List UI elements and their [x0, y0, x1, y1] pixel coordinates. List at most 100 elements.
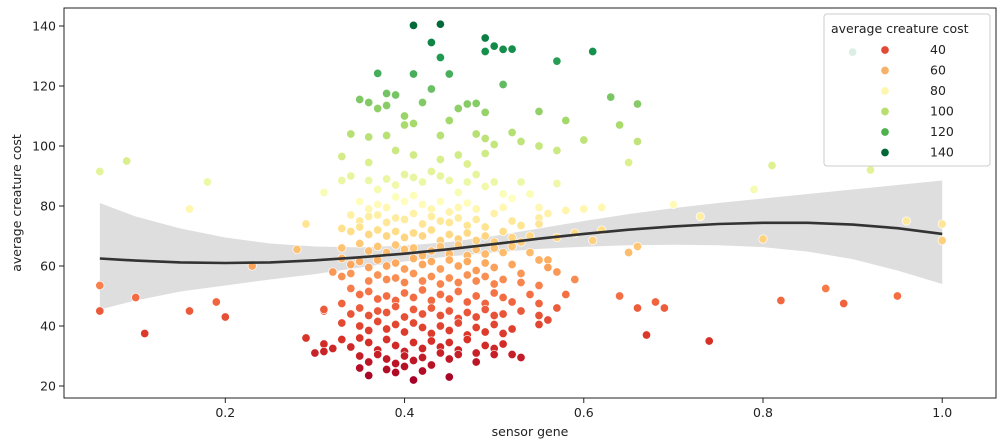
data-point	[435, 310, 445, 321]
data-point	[632, 99, 643, 109]
data-point	[525, 189, 535, 199]
data-point	[444, 255, 454, 265]
data-point	[444, 372, 454, 382]
data-point	[498, 309, 508, 319]
data-point	[408, 208, 419, 219]
legend-box	[823, 13, 991, 167]
data-point	[426, 295, 436, 306]
data-point	[364, 204, 374, 214]
data-point	[471, 312, 481, 322]
data-point	[480, 107, 490, 117]
data-point	[471, 357, 481, 367]
data-point	[426, 328, 436, 339]
data-point	[391, 213, 401, 223]
data-point	[337, 175, 347, 186]
data-point	[471, 348, 481, 358]
data-point	[301, 333, 311, 343]
data-point	[516, 352, 526, 363]
data-point	[328, 267, 338, 277]
data-point	[462, 177, 472, 187]
x-axis-label: sensor gene	[492, 424, 569, 439]
data-point	[399, 351, 410, 361]
data-point	[498, 274, 508, 285]
data-point	[525, 247, 535, 258]
y-tick-label: 40	[40, 319, 56, 334]
data-point	[417, 97, 428, 108]
data-point	[426, 84, 436, 94]
data-point	[480, 258, 490, 268]
data-point	[534, 319, 544, 330]
data-point	[391, 367, 401, 378]
data-point	[444, 229, 454, 240]
data-point	[435, 171, 445, 181]
data-point	[382, 354, 392, 364]
data-point	[462, 198, 472, 208]
data-point	[408, 253, 419, 264]
data-point	[588, 46, 598, 57]
data-point	[382, 231, 392, 241]
data-point	[480, 33, 490, 43]
data-point	[498, 226, 508, 237]
data-point	[561, 205, 571, 216]
legend-marker	[880, 86, 890, 96]
data-point	[444, 325, 454, 336]
data-point	[534, 255, 544, 265]
data-point	[471, 291, 481, 301]
data-point	[435, 154, 445, 165]
data-point	[408, 172, 419, 183]
data-point	[364, 262, 374, 273]
legend-marker	[880, 106, 890, 117]
data-point	[444, 69, 454, 79]
data-point	[426, 211, 436, 222]
x-tick-label: 0.8	[753, 405, 773, 420]
data-point	[337, 298, 347, 309]
data-point	[426, 166, 436, 177]
data-point	[453, 261, 463, 271]
data-point	[489, 279, 499, 289]
data-point	[417, 231, 428, 241]
data-point	[95, 280, 105, 291]
data-point	[382, 130, 392, 141]
data-point	[516, 306, 526, 316]
data-point	[659, 303, 669, 313]
data-point	[498, 44, 508, 54]
data-point	[408, 228, 419, 238]
data-point	[373, 225, 383, 235]
data-point	[435, 289, 445, 300]
data-point	[373, 184, 383, 195]
data-point	[382, 261, 392, 271]
data-point	[901, 216, 911, 226]
data-point	[471, 129, 481, 139]
plot-frame	[63, 7, 997, 399]
data-point	[435, 19, 445, 29]
data-point	[355, 196, 365, 207]
data-point	[382, 174, 392, 184]
data-point	[140, 328, 150, 339]
data-point	[579, 135, 589, 145]
data-point	[480, 271, 490, 282]
data-point	[507, 259, 517, 270]
data-point	[131, 292, 141, 303]
data-point	[453, 150, 463, 160]
data-points-layer	[95, 19, 947, 385]
data-point	[184, 306, 195, 316]
data-point	[346, 283, 356, 294]
data-point	[346, 210, 356, 220]
data-point	[391, 301, 401, 312]
data-point	[892, 291, 902, 301]
regression-line	[99, 221, 943, 265]
data-point	[426, 204, 436, 214]
legend-entry-label: 140	[930, 145, 954, 160]
data-point	[391, 258, 401, 268]
data-point	[821, 283, 831, 294]
data-point	[408, 292, 419, 303]
data-point	[552, 178, 562, 189]
data-point	[489, 177, 499, 187]
data-point	[426, 37, 436, 48]
data-point	[516, 277, 526, 288]
data-point	[937, 219, 947, 229]
data-point	[462, 270, 472, 280]
data-point	[426, 360, 436, 370]
data-point	[435, 52, 445, 63]
